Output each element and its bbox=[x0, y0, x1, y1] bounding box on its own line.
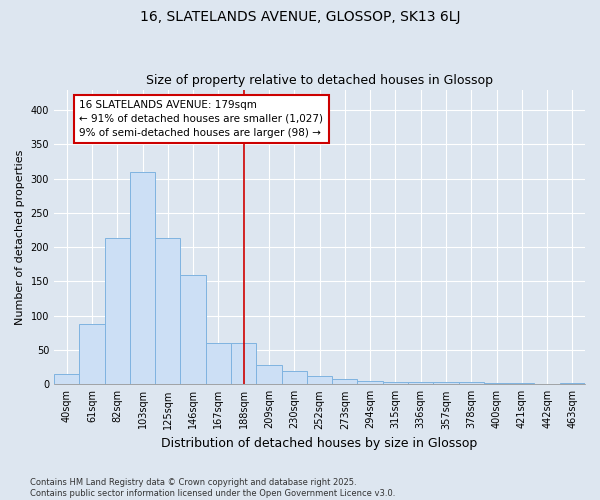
Text: 16, SLATELANDS AVENUE, GLOSSOP, SK13 6LJ: 16, SLATELANDS AVENUE, GLOSSOP, SK13 6LJ bbox=[140, 10, 460, 24]
Bar bbox=[231, 343, 256, 384]
Bar bbox=[484, 383, 509, 384]
Bar bbox=[181, 274, 206, 384]
Bar bbox=[79, 324, 104, 384]
Bar bbox=[458, 382, 484, 384]
Text: Contains HM Land Registry data © Crown copyright and database right 2025.
Contai: Contains HM Land Registry data © Crown c… bbox=[30, 478, 395, 498]
Title: Size of property relative to detached houses in Glossop: Size of property relative to detached ho… bbox=[146, 74, 493, 87]
Bar bbox=[54, 374, 79, 384]
Bar bbox=[433, 382, 458, 384]
Bar bbox=[206, 343, 231, 384]
Bar bbox=[281, 370, 307, 384]
Bar bbox=[383, 382, 408, 384]
Bar bbox=[104, 238, 130, 384]
Bar bbox=[408, 382, 433, 384]
Bar bbox=[307, 376, 332, 384]
Bar bbox=[509, 383, 535, 384]
Bar bbox=[155, 238, 181, 384]
X-axis label: Distribution of detached houses by size in Glossop: Distribution of detached houses by size … bbox=[161, 437, 478, 450]
Text: 16 SLATELANDS AVENUE: 179sqm
← 91% of detached houses are smaller (1,027)
9% of : 16 SLATELANDS AVENUE: 179sqm ← 91% of de… bbox=[79, 100, 323, 138]
Bar bbox=[358, 381, 383, 384]
Bar bbox=[560, 383, 585, 384]
Y-axis label: Number of detached properties: Number of detached properties bbox=[15, 149, 25, 324]
Bar bbox=[130, 172, 155, 384]
Bar bbox=[256, 365, 281, 384]
Bar bbox=[332, 379, 358, 384]
